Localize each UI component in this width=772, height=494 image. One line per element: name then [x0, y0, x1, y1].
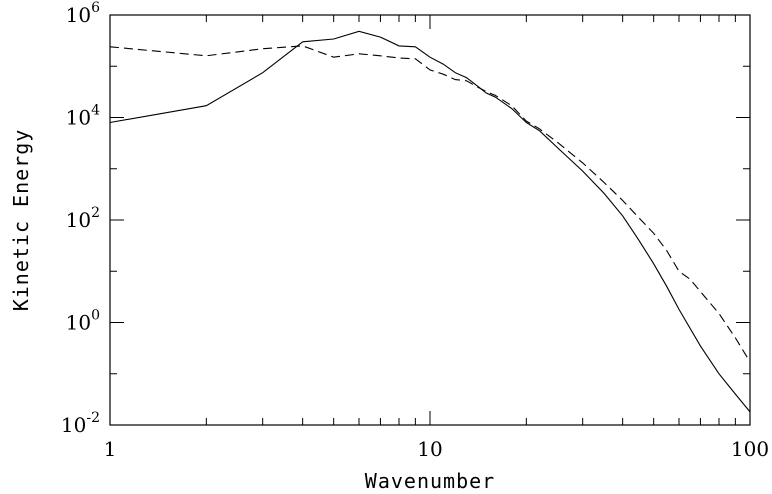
plot-frame — [109, 14, 751, 426]
y-tick-label: 10-2 — [61, 410, 100, 437]
series-layer — [109, 30, 751, 413]
x-tick-label: 1 — [104, 437, 117, 461]
y-tick-label: 100 — [66, 308, 100, 335]
y-axis-title: Kinetic Energy — [9, 129, 33, 312]
dashed-series-line — [109, 45, 751, 363]
y-tick-label: 106 — [66, 0, 100, 27]
y-tick-label: 102 — [66, 205, 100, 232]
x-tick-label: 10 — [417, 437, 442, 461]
solid-series-line — [109, 30, 751, 413]
y-tick-label: 104 — [66, 103, 100, 130]
x-axis-title: Wavenumber — [365, 469, 495, 493]
x-tick-label: 100 — [731, 437, 769, 461]
y-tick-labels: 10-2 100 102 104 106 — [61, 0, 100, 437]
axis-ticks — [109, 14, 751, 426]
x-tick-labels: 1 10 100 — [104, 437, 769, 461]
